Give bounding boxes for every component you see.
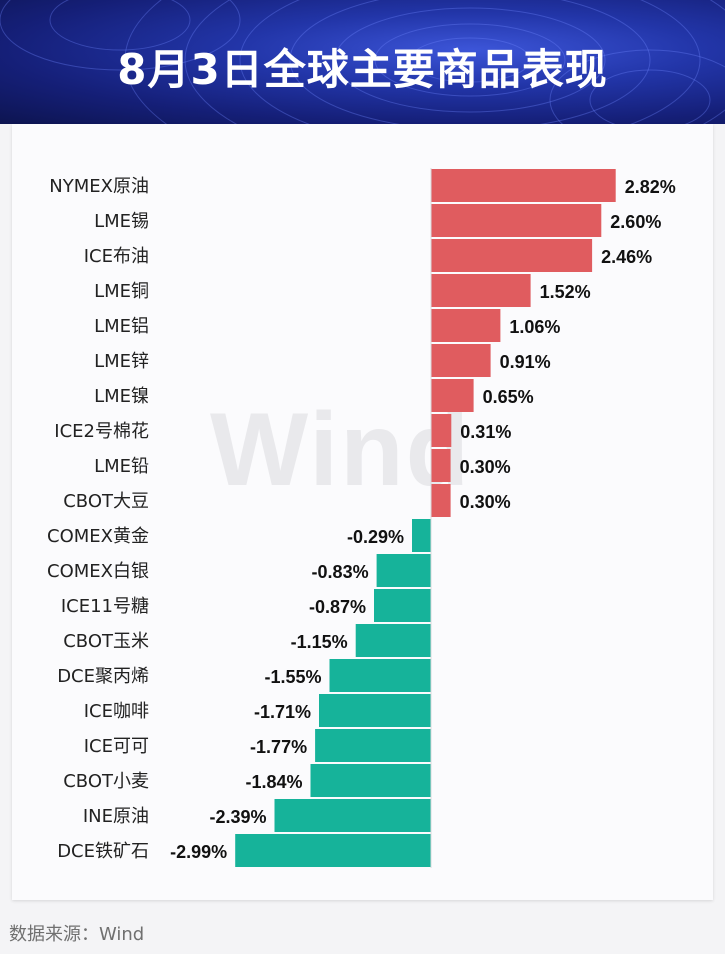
category-label-1: LME锡	[94, 211, 149, 232]
bar-19	[235, 834, 431, 867]
bar-13	[355, 624, 431, 657]
bar-12	[374, 589, 431, 622]
value-label-11: -0.83%	[312, 562, 369, 582]
category-label-8: LME铅	[94, 456, 149, 477]
value-label-12: -0.87%	[309, 597, 366, 617]
category-label-14: DCE聚丙烯	[57, 666, 149, 687]
bar-11	[376, 554, 431, 587]
value-label-1: 2.60%	[610, 212, 661, 232]
category-label-2: ICE布油	[84, 246, 149, 267]
value-label-0: 2.82%	[625, 177, 676, 197]
value-label-19: -2.99%	[170, 842, 227, 862]
value-label-6: 0.65%	[483, 387, 534, 407]
bar-16	[315, 729, 431, 762]
bar-7	[431, 414, 452, 447]
category-label-13: CBOT玉米	[63, 631, 149, 652]
wind-watermark: Wind	[210, 392, 472, 508]
value-label-3: 1.52%	[540, 282, 591, 302]
category-label-0: NYMEX原油	[49, 176, 149, 197]
bar-2	[431, 239, 593, 272]
category-label-10: COMEX黄金	[47, 526, 149, 547]
value-label-15: -1.71%	[254, 702, 311, 722]
bar-8	[431, 449, 451, 482]
value-label-17: -1.84%	[245, 772, 302, 792]
value-label-9: 0.30%	[460, 492, 511, 512]
category-label-4: LME铝	[94, 316, 149, 337]
bar-18	[274, 799, 431, 832]
header-banner: 8月3日全球主要商品表现	[0, 0, 725, 124]
category-label-7: ICE2号棉花	[54, 421, 149, 442]
category-label-11: COMEX白银	[47, 561, 149, 582]
page-title: 8月3日全球主要商品表现	[117, 45, 608, 94]
category-label-9: CBOT大豆	[63, 491, 149, 512]
source-note: 数据来源：Wind	[9, 924, 145, 945]
bar-4	[431, 309, 501, 342]
bar-6	[431, 379, 474, 412]
bar-9	[431, 484, 451, 517]
bar-10	[412, 519, 431, 552]
bar-1	[431, 204, 602, 237]
value-label-5: 0.91%	[500, 352, 551, 372]
category-label-3: LME铜	[94, 281, 149, 302]
value-label-8: 0.30%	[460, 457, 511, 477]
value-label-2: 2.46%	[601, 247, 652, 267]
category-label-17: CBOT小麦	[63, 771, 149, 792]
category-label-5: LME锌	[94, 351, 149, 372]
category-label-12: ICE11号糖	[61, 596, 149, 617]
value-label-18: -2.39%	[209, 807, 266, 827]
bar-17	[310, 764, 431, 797]
category-label-15: ICE咖啡	[84, 701, 149, 722]
category-label-16: ICE可可	[84, 736, 149, 757]
bar-0	[431, 169, 616, 202]
contour-background	[0, 0, 725, 124]
bar-5	[431, 344, 491, 377]
value-label-14: -1.55%	[264, 667, 321, 687]
value-label-13: -1.15%	[291, 632, 348, 652]
value-label-4: 1.06%	[509, 317, 560, 337]
value-label-16: -1.77%	[250, 737, 307, 757]
bar-3	[431, 274, 531, 307]
value-label-7: 0.31%	[460, 422, 511, 442]
category-label-19: DCE铁矿石	[57, 841, 149, 862]
category-label-6: LME镍	[94, 386, 149, 407]
category-label-18: INE原油	[83, 806, 149, 827]
value-label-10: -0.29%	[347, 527, 404, 547]
bar-14	[329, 659, 431, 692]
bar-15	[319, 694, 431, 727]
